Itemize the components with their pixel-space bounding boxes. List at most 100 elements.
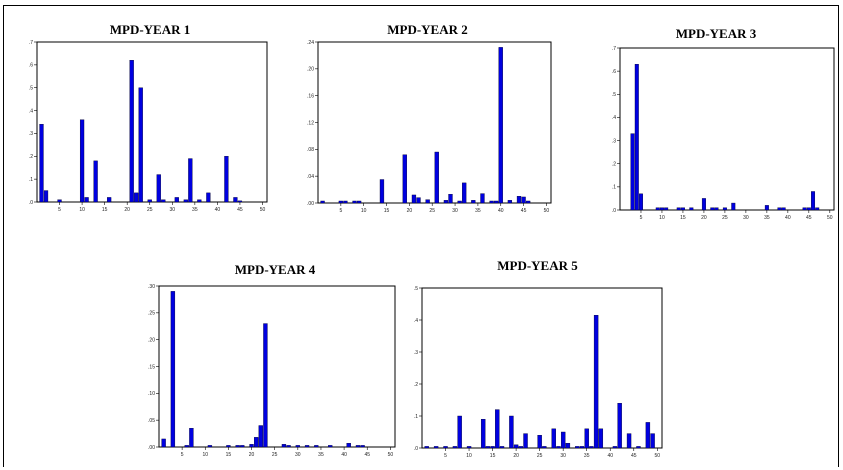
bar bbox=[433, 446, 439, 449]
bar bbox=[314, 445, 319, 448]
bar bbox=[170, 291, 176, 448]
plot-frame bbox=[421, 287, 663, 449]
bar bbox=[466, 446, 472, 449]
y-tick-label: .24 bbox=[307, 40, 314, 46]
y-tick-label: .3 bbox=[612, 138, 616, 144]
chart-panel-year1: MPD-YEAR 1 5 10 15 20 25 30 35 40 45 50 .0 .1 .2 .3 .4… bbox=[29, 22, 270, 222]
bar bbox=[452, 446, 458, 449]
y-tick-label: .08 bbox=[307, 147, 314, 153]
x-tick-label: 30 bbox=[295, 452, 301, 458]
y-tick-label: .00 bbox=[307, 201, 314, 207]
x-tick-label: 25 bbox=[429, 208, 435, 214]
x-tick-label: 50 bbox=[388, 452, 394, 458]
bar bbox=[495, 409, 500, 449]
bar bbox=[183, 199, 188, 203]
bar bbox=[237, 200, 243, 203]
bar bbox=[764, 205, 769, 211]
bar bbox=[636, 446, 641, 449]
x-tick-label: 30 bbox=[170, 207, 176, 213]
x-tick-label: 45 bbox=[364, 452, 370, 458]
y-tick-label: .5 bbox=[612, 92, 616, 98]
bar bbox=[462, 182, 467, 204]
y-tick-label: .7 bbox=[612, 46, 616, 52]
bar bbox=[254, 437, 259, 448]
bar bbox=[513, 444, 519, 449]
x-tick-label: 10 bbox=[659, 215, 665, 221]
y-tick-label: .25 bbox=[148, 311, 155, 317]
bar bbox=[233, 197, 238, 203]
bar bbox=[352, 200, 357, 204]
bar bbox=[509, 415, 514, 449]
bar bbox=[57, 199, 62, 203]
bar bbox=[79, 119, 85, 203]
bar bbox=[806, 207, 811, 211]
chart-title: MPD-YEAR 2 bbox=[387, 22, 468, 37]
bar bbox=[356, 200, 362, 204]
bar bbox=[516, 196, 522, 204]
x-tick-label: 20 bbox=[249, 452, 255, 458]
bar bbox=[485, 446, 491, 449]
y-tick-label: .30 bbox=[148, 284, 155, 290]
chart-title: MPD-YEAR 1 bbox=[109, 22, 191, 37]
y-tick-label: .7 bbox=[29, 40, 33, 46]
y-tick-label: .1 bbox=[29, 177, 33, 183]
bar bbox=[184, 445, 189, 448]
bar bbox=[639, 193, 643, 211]
bar-chart: 5 10 15 20 25 30 35 40 45 50 .00 .04 .08 .12 .16 .20 .24 bbox=[307, 40, 552, 214]
bar bbox=[489, 200, 494, 204]
bar bbox=[161, 199, 166, 203]
x-tick-label: 10 bbox=[79, 207, 85, 213]
x-tick-label: 15 bbox=[490, 453, 496, 459]
x-tick-label: 40 bbox=[341, 452, 347, 458]
y-tick-label: .3 bbox=[29, 131, 33, 137]
bar bbox=[777, 207, 782, 211]
bar bbox=[802, 207, 807, 211]
chart-title: MPD-YEAR 3 bbox=[675, 26, 757, 41]
bar bbox=[471, 200, 476, 204]
bar bbox=[542, 446, 547, 449]
chart-panel-year3: MPD-YEAR 3 5 10 15 20 25 30 35 40 45 50 .0 .1 .2 .3 .4… bbox=[592, 26, 840, 226]
bar bbox=[815, 207, 820, 211]
bar bbox=[689, 207, 694, 211]
bar bbox=[659, 207, 664, 211]
y-tick-label: .3 bbox=[414, 350, 418, 356]
x-tick-label: 10 bbox=[361, 208, 367, 214]
plot-frame bbox=[36, 41, 268, 203]
y-tick-label: .20 bbox=[307, 67, 314, 73]
bar bbox=[188, 158, 193, 203]
bar bbox=[655, 207, 660, 211]
bar bbox=[416, 197, 421, 204]
y-tick-label: .5 bbox=[29, 86, 33, 92]
bar bbox=[425, 199, 430, 204]
bar bbox=[346, 443, 351, 448]
bar bbox=[518, 446, 524, 449]
y-tick-label: .6 bbox=[29, 63, 33, 69]
bar bbox=[263, 323, 268, 448]
x-tick-label: 45 bbox=[237, 207, 243, 213]
bar bbox=[189, 428, 194, 448]
y-tick-label: .00 bbox=[148, 445, 155, 451]
bar bbox=[626, 433, 632, 449]
bar bbox=[379, 179, 385, 204]
bar bbox=[575, 446, 580, 449]
bar bbox=[490, 446, 495, 449]
x-tick-label: 15 bbox=[384, 208, 390, 214]
x-tick-label: 25 bbox=[272, 452, 278, 458]
x-tick-label: 40 bbox=[607, 453, 613, 459]
x-tick-label: 45 bbox=[521, 208, 527, 214]
x-tick-label: 5 bbox=[181, 452, 184, 458]
bar bbox=[551, 428, 556, 449]
y-tick-label: .12 bbox=[307, 120, 314, 126]
y-tick-label: .4 bbox=[612, 115, 616, 121]
bar bbox=[722, 207, 727, 211]
bar bbox=[424, 446, 429, 449]
y-tick-label: .0 bbox=[29, 200, 33, 206]
bar bbox=[526, 200, 531, 204]
x-tick-label: 25 bbox=[537, 453, 543, 459]
bar bbox=[39, 124, 44, 203]
bar bbox=[258, 425, 263, 448]
y-tick-label: .6 bbox=[612, 69, 616, 75]
x-tick-label: 35 bbox=[475, 208, 481, 214]
x-tick-label: 35 bbox=[318, 452, 324, 458]
bar bbox=[565, 442, 571, 449]
